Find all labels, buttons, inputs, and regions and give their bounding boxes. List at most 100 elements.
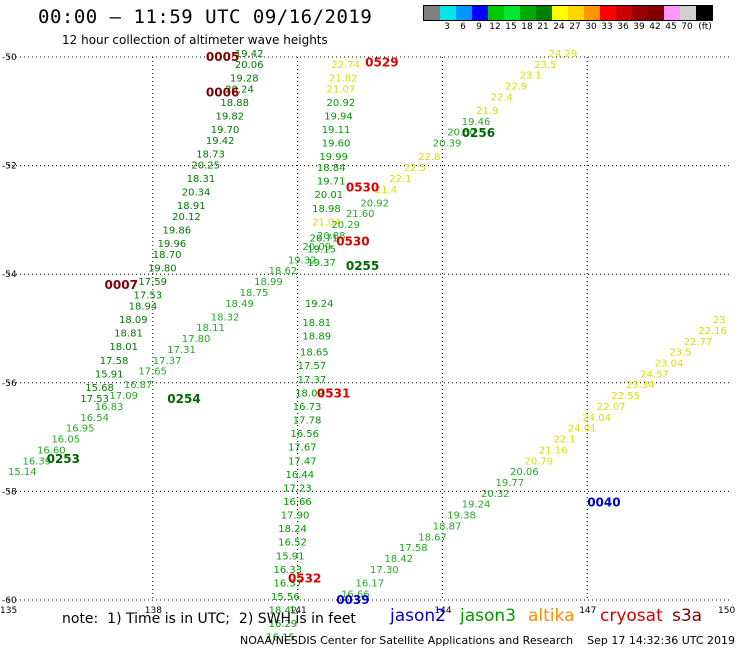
colorbar-swatch (520, 6, 536, 20)
swh-value-label: 20.25 (191, 160, 220, 171)
swh-value-label: 16.54 (80, 413, 109, 424)
colorbar-tick-label: 42 (649, 22, 661, 32)
swh-value-label: 19.71 (317, 177, 346, 188)
swh-value-label: 18.94 (129, 301, 158, 312)
swh-value-label: 23 (713, 315, 726, 326)
lon-tick-label: 144 (434, 606, 451, 616)
swh-value-label: 18.24 (278, 524, 307, 535)
time-label: 0007 (105, 278, 138, 292)
swh-value-label: 23.5 (669, 348, 691, 359)
swh-value-label: 24.29 (549, 49, 578, 60)
swh-value-label: 16.95 (66, 424, 95, 435)
swh-value-label: 18.88 (220, 98, 249, 109)
swh-value-label: 23.1 (520, 71, 542, 82)
colorbar-tick-label: 30 (585, 22, 597, 32)
swh-value-label: 19.46 (462, 117, 491, 128)
swh-value-label: 15.14 (8, 467, 37, 478)
legend-jason3: jason3 (460, 606, 516, 626)
time-label: 0532 (288, 571, 321, 585)
colorbar-tick-label: 27 (569, 22, 581, 32)
swh-value-label: 19.86 (162, 225, 191, 236)
colorbar-tick-label: 70 (681, 22, 693, 32)
swh-value-label: 22.5 (404, 163, 426, 174)
swh-value-label: 22.9 (505, 82, 527, 93)
time-label: 0254 (167, 392, 200, 406)
swh-value-label: 18.98 (312, 204, 341, 215)
swh-value-label: 17.58 (399, 543, 428, 554)
swh-value-label: 17.78 (293, 416, 322, 427)
swh-value-label: 20.09 (302, 242, 331, 253)
time-label: 0039 (336, 593, 369, 607)
lon-tick-label: 141 (290, 606, 307, 616)
map-subtitle: 12 hour collection of altimeter wave hei… (62, 33, 328, 47)
swh-value-label: 16.83 (95, 402, 124, 413)
swh-value-label: 16.66 (341, 589, 370, 600)
colorbar-swatch (664, 6, 680, 20)
swh-value-label: 18.42 (269, 606, 298, 617)
swh-value-label: 22.07 (597, 402, 626, 413)
colorbar-swatch (680, 6, 696, 20)
swh-value-label: 18.91 (177, 201, 206, 212)
swh-value-label: 20.79 (524, 456, 553, 467)
swh-value-label: 16.05 (51, 435, 80, 446)
swh-value-label: 19.96 (158, 239, 187, 250)
swh-value-label: 18.09 (119, 315, 148, 326)
colorbar-swatch (616, 6, 632, 20)
lat-tick-label: -54 (2, 270, 17, 280)
swh-value-label: 15.91 (276, 551, 305, 562)
swh-value-label: 18.11 (196, 323, 225, 334)
swh-value-label: 18.42 (384, 554, 413, 565)
swh-value-label: 18.87 (433, 521, 462, 532)
swh-value-label: 19.11 (322, 125, 351, 136)
swh-value-label: 17.65 (138, 367, 167, 378)
time-label: 0530 (346, 180, 379, 194)
footnote: note: 1) Time is in UTC; 2) SWH is in fe… (62, 611, 356, 627)
map-title: 00:00 – 11:59 UTC 09/16/2019 (38, 6, 373, 28)
swh-value-label: 18.09 (295, 388, 324, 399)
swh-value-label: 18.32 (211, 312, 240, 323)
swh-value-label: 16.15 (266, 633, 295, 644)
swh-value-label: 18.81 (114, 329, 143, 340)
colorbar-swatch (536, 6, 552, 20)
swh-value-label: 21.82 (329, 73, 358, 84)
swh-value-label: 20.71 (310, 234, 339, 245)
time-label: 0253 (47, 452, 80, 466)
swh-value-label: 17.53 (80, 394, 109, 405)
swh-value-label: 18.65 (300, 348, 329, 359)
legend-jason2: jason2 (390, 606, 446, 626)
swh-value-label: 20.01 (314, 190, 343, 201)
swh-value-label: 22.8 (418, 152, 440, 163)
swh-value-label: 19.28 (230, 73, 259, 84)
swh-value-label: 18.73 (196, 149, 225, 160)
swh-value-label: 22.1 (389, 174, 411, 185)
swh-value-label: 22.1 (553, 435, 575, 446)
swh-value-label: 16.56 (290, 429, 319, 440)
swh-value-label: 18.81 (302, 318, 331, 329)
swh-value-label: 16.17 (356, 578, 385, 589)
swh-value-label: 20.92 (327, 98, 356, 109)
swh-value-label: 17.53 (133, 291, 162, 302)
colorbar-tick-label: 6 (460, 22, 466, 32)
colorbar-tick-label: 36 (617, 22, 629, 32)
swh-value-label: 17.80 (182, 334, 211, 345)
time-label: 0530 (336, 235, 369, 249)
swh-value-label: 18.75 (240, 288, 269, 299)
swh-value-label: 20.50 (447, 128, 476, 139)
swh-value-label: 19.94 (324, 111, 353, 122)
swh-value-label: 19.42 (206, 136, 235, 147)
swh-value-label: 16.29 (269, 619, 298, 630)
colorbar-swatch (568, 6, 584, 20)
swh-value-label: 20.24 (225, 84, 254, 95)
swh-value-label: 17.57 (298, 361, 327, 372)
colorbar-tick-label: 45 (665, 22, 677, 32)
swh-value-label: 21.60 (346, 209, 375, 220)
credit-footer: NOAA/NESDIS Center for Satellite Applica… (240, 634, 736, 647)
swh-value-label: 16.73 (293, 402, 322, 413)
swh-value-label: 20.88 (317, 231, 346, 242)
swh-value-label: 21.9 (476, 106, 498, 117)
colorbar-tick-label: 9 (476, 22, 482, 32)
legend-altika: altika (528, 606, 575, 626)
swh-value-label: 18.01 (109, 342, 138, 353)
swh-value-label: 20.29 (331, 220, 360, 231)
